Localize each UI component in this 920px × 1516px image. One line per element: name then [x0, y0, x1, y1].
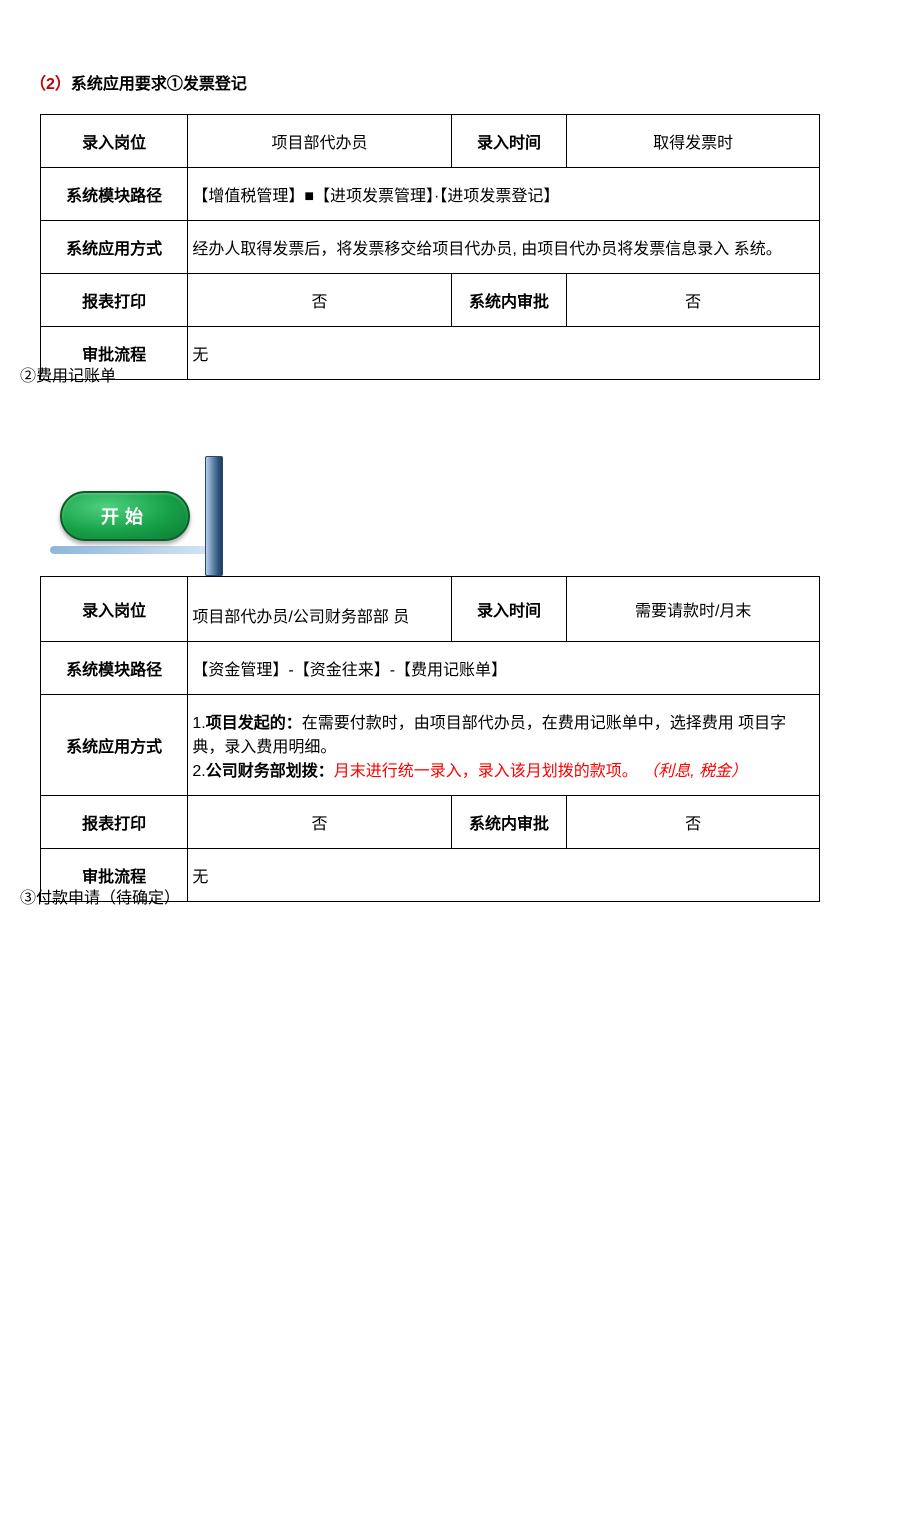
table-row: 报表打印 否 系统内审批 否: [41, 274, 820, 327]
flow-start-node: 开始: [60, 491, 190, 541]
value-report-print: 否: [188, 796, 451, 849]
table-row: 系统应用方式 1.项目发起的：在需要付款时，由项目部代办员，在费用记账单中，选择…: [41, 695, 820, 796]
flow-vertical-bar: [205, 456, 223, 576]
value-input-post: 项目部代办员/公司财务部部 员: [188, 577, 451, 642]
flowchart: 开始: [40, 466, 900, 566]
section-title: （2）系统应用要求①发票登记: [30, 70, 890, 94]
flow-shadow: [50, 546, 210, 554]
table-row: 系统应用方式 经办人取得发票后，将发票移交给项目代办员, 由项目代办员将发票信息…: [41, 221, 820, 274]
label-module-path: 系统模块路径: [41, 168, 188, 221]
title-text: 系统应用要求①发票登记: [71, 76, 247, 93]
sub-title-3: ③付款申请（待确定）: [20, 884, 900, 908]
table-expense: 录入岗位 项目部代办员/公司财务部部 员 录入时间 需要请款时/月末 系统模块路…: [40, 576, 820, 902]
label-sys-approve: 系统内审批: [451, 274, 567, 327]
value-module-path: 【资金管理】-【资金往来】-【费用记账单】: [188, 642, 820, 695]
line2-red2: （利息, 税金）: [642, 763, 747, 780]
title-prefix: （2）: [30, 76, 71, 93]
label-report-print: 报表打印: [41, 274, 188, 327]
line2-num: 2.: [192, 763, 205, 780]
label-app-method: 系统应用方式: [41, 221, 188, 274]
value-sys-approve: 否: [567, 796, 820, 849]
value-sys-approve: 否: [567, 274, 820, 327]
value-app-method: 1.项目发起的：在需要付款时，由项目部代办员，在费用记账单中，选择费用 项目字典…: [188, 695, 820, 796]
table-row: 系统模块路径 【增值税管理】■【进项发票管理】·【进项发票登记】: [41, 168, 820, 221]
line2-red: 月末进行统一录入，录入该月划拨的款项。: [334, 763, 638, 780]
label-input-time: 录入时间: [451, 577, 567, 642]
value-app-method: 经办人取得发票后，将发票移交给项目代办员, 由项目代办员将发票信息录入 系统。: [188, 221, 820, 274]
value-input-time: 需要请款时/月末: [567, 577, 820, 642]
label-report-print: 报表打印: [41, 796, 188, 849]
table-row: 系统模块路径 【资金管理】-【资金往来】-【费用记账单】: [41, 642, 820, 695]
sub-title-2: ②费用记账单: [20, 362, 900, 386]
label-input-post: 录入岗位: [41, 115, 188, 168]
line2-bold: 公司财务部划拨：: [206, 763, 334, 780]
value-input-time: 取得发票时: [567, 115, 820, 168]
table-row: 录入岗位 项目部代办员/公司财务部部 员 录入时间 需要请款时/月末: [41, 577, 820, 642]
label-input-time: 录入时间: [451, 115, 567, 168]
value-report-print: 否: [188, 274, 451, 327]
label-app-method: 系统应用方式: [41, 695, 188, 796]
value-input-post: 项目部代办员: [188, 115, 451, 168]
line1-bold: 项目发起的：: [206, 715, 302, 732]
table-invoice: 录入岗位 项目部代办员 录入时间 取得发票时 系统模块路径 【增值税管理】■【进…: [40, 114, 820, 380]
value-module-path: 【增值税管理】■【进项发票管理】·【进项发票登记】: [188, 168, 820, 221]
table-row: 报表打印 否 系统内审批 否: [41, 796, 820, 849]
label-module-path: 系统模块路径: [41, 642, 188, 695]
line1-num: 1.: [192, 715, 205, 732]
label-sys-approve: 系统内审批: [451, 796, 567, 849]
table-row: 录入岗位 项目部代办员 录入时间 取得发票时: [41, 115, 820, 168]
label-input-post: 录入岗位: [41, 577, 188, 642]
